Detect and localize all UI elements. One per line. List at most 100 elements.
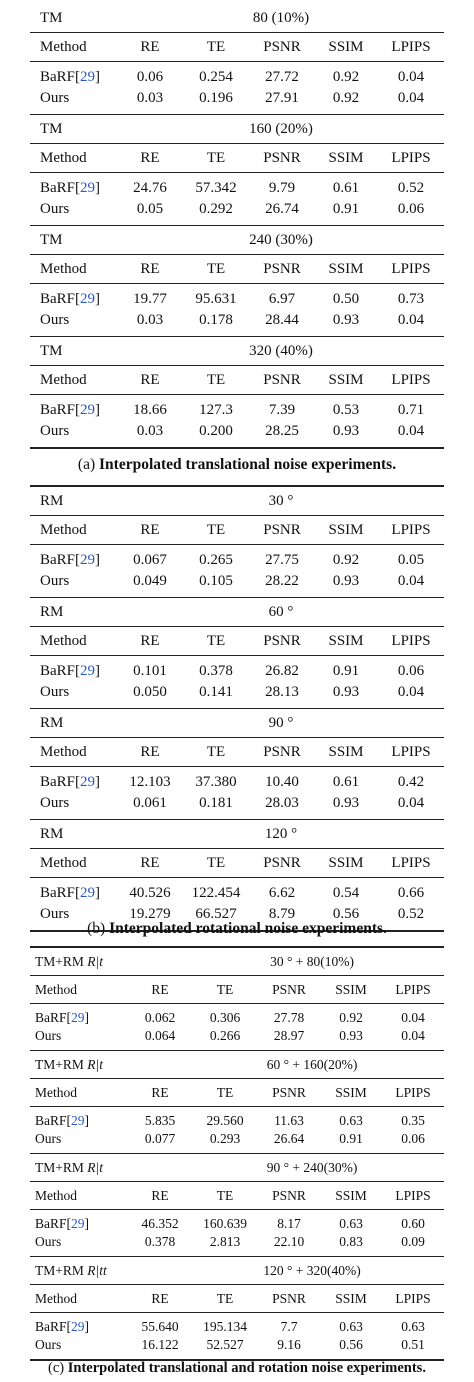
group-value: 320 (40%) bbox=[249, 342, 313, 359]
cell: 9.16 bbox=[277, 1337, 301, 1352]
cell: 57.342 bbox=[195, 180, 237, 196]
cell: 6.62 bbox=[268, 885, 296, 901]
col-header: LPIPS bbox=[391, 743, 431, 760]
group-header: TM 160 (20%) bbox=[30, 115, 444, 143]
group-value: 120 ° bbox=[264, 825, 298, 842]
cell: 28.44 bbox=[265, 312, 299, 328]
citation-link[interactable]: 29 bbox=[71, 1113, 85, 1128]
cell: 26.82 bbox=[265, 663, 299, 679]
col-header: Method bbox=[35, 981, 77, 997]
col-header: RE bbox=[151, 1290, 169, 1306]
cell: 0.92 bbox=[339, 1010, 363, 1025]
table-combined: TM+RM R|t 30 ° + 80(10%) Method RE TE PSNR SS… bbox=[30, 946, 444, 1361]
cell: 5.835 bbox=[144, 1113, 176, 1128]
col-header: LPIPS bbox=[391, 149, 431, 166]
col-header: SSIM bbox=[328, 38, 364, 55]
group-label: TM bbox=[40, 9, 63, 26]
cell: 0.293 bbox=[209, 1131, 241, 1146]
citation-link[interactable]: 29 bbox=[80, 663, 96, 679]
citation-link[interactable]: 29 bbox=[71, 1010, 85, 1025]
column-header-row: Method RE TE PSNR SSIM LPIPS bbox=[30, 1182, 444, 1209]
method-cell: BaRF[29] bbox=[35, 1113, 90, 1128]
col-header: SSIM bbox=[328, 371, 364, 388]
cell: 127.3 bbox=[199, 402, 233, 418]
col-header: RE bbox=[140, 743, 160, 760]
group-header: RM 90 ° bbox=[30, 709, 444, 737]
group-label: RM bbox=[40, 825, 64, 842]
method-cell: Ours bbox=[40, 201, 70, 217]
citation-link[interactable]: 29 bbox=[80, 180, 96, 196]
table-row: BaRF[29] 40.526 122.454 6.62 0.54 0.66 bbox=[30, 883, 444, 904]
group-header: TM+RM R|t 60 ° + 160(20%) bbox=[30, 1051, 444, 1078]
method-cell: Ours bbox=[40, 906, 70, 922]
cell: 0.06 bbox=[401, 1131, 425, 1146]
method-cell: BaRF[29] bbox=[35, 1216, 90, 1231]
column-header-row: Method RE TE PSNR SSIM LPIPS bbox=[30, 366, 444, 394]
col-header: TE bbox=[206, 521, 226, 538]
cell: 0.101 bbox=[133, 663, 167, 679]
col-header: Method bbox=[40, 149, 87, 166]
table-row: BaRF[29] 0.067 0.265 27.75 0.92 0.05 bbox=[30, 550, 444, 571]
col-header: LPIPS bbox=[395, 1084, 431, 1100]
col-header: PSNR bbox=[263, 743, 301, 760]
cell: 0.292 bbox=[199, 201, 233, 217]
group-header: TM 80 (10%) bbox=[30, 4, 444, 32]
citation-link[interactable]: 29 bbox=[80, 69, 96, 85]
table-translational: TM 80 (10%) Method RE TE PSNR SSIM LPIPS BaRF[… bbox=[30, 4, 444, 449]
group-header: TM+RM R|t 90 ° + 240(30%) bbox=[30, 1154, 444, 1181]
cell: 0.03 bbox=[136, 90, 164, 106]
cell: 0.71 bbox=[397, 402, 425, 418]
cell: 0.04 bbox=[397, 312, 425, 328]
cell: 0.196 bbox=[199, 90, 233, 106]
caption-b: (b) Interpolated rotational noise experi… bbox=[87, 920, 387, 937]
cell: 37.380 bbox=[195, 774, 237, 790]
col-header: RE bbox=[140, 260, 160, 277]
col-header: Method bbox=[35, 1290, 77, 1306]
table-row: Ours 0.378 2.813 22.10 0.83 0.09 bbox=[30, 1233, 444, 1251]
col-header: PSNR bbox=[263, 371, 301, 388]
cell: 0.05 bbox=[136, 201, 164, 217]
col-header: Method bbox=[40, 632, 87, 649]
cell: 0.09 bbox=[401, 1234, 425, 1249]
table-row: BaRF[29] 55.640 195.134 7.7 0.63 0.63 bbox=[30, 1318, 444, 1336]
cell: 24.76 bbox=[133, 180, 167, 196]
citation-link[interactable]: 29 bbox=[71, 1216, 85, 1231]
cell: 0.04 bbox=[397, 90, 425, 106]
group-label: TM bbox=[40, 231, 63, 248]
citation-link[interactable]: 29 bbox=[71, 1319, 85, 1334]
citation-link[interactable]: 29 bbox=[80, 885, 96, 901]
group-label: TM+RM R|t bbox=[35, 953, 103, 969]
cell: 12.103 bbox=[129, 774, 171, 790]
citation-link[interactable]: 29 bbox=[80, 774, 96, 790]
citation-link[interactable]: 29 bbox=[80, 402, 96, 418]
cell: 6.97 bbox=[268, 291, 296, 307]
method-cell: BaRF[29] bbox=[40, 69, 101, 85]
method-cell: BaRF[29] bbox=[35, 1010, 90, 1025]
cell: 0.66 bbox=[397, 885, 425, 901]
group-value: 120 ° + 320(40%) bbox=[263, 1262, 361, 1278]
cell: 0.92 bbox=[332, 90, 360, 106]
column-header-row: Method RE TE PSNR SSIM LPIPS bbox=[30, 627, 444, 655]
cell: 0.53 bbox=[332, 402, 360, 418]
cell: 0.077 bbox=[144, 1131, 176, 1146]
group-value: 160 (20%) bbox=[249, 120, 313, 137]
table-row: BaRF[29] 0.062 0.306 27.78 0.92 0.04 bbox=[30, 1009, 444, 1027]
cell: 19.77 bbox=[133, 291, 167, 307]
group-label: TM bbox=[40, 120, 63, 137]
col-header: SSIM bbox=[335, 1187, 367, 1203]
col-header: RE bbox=[140, 149, 160, 166]
cell: 0.93 bbox=[332, 795, 360, 811]
cell: 122.454 bbox=[191, 885, 241, 901]
col-header: TE bbox=[206, 371, 226, 388]
col-header: Method bbox=[40, 38, 87, 55]
cell: 0.181 bbox=[199, 795, 233, 811]
cell: 0.92 bbox=[332, 69, 360, 85]
method-cell: Ours bbox=[40, 795, 70, 811]
table-row: BaRF[29] 46.352 160.639 8.17 0.63 0.60 bbox=[30, 1215, 444, 1233]
group-value: 90 ° bbox=[268, 714, 294, 731]
citation-link[interactable]: 29 bbox=[80, 291, 96, 307]
cell: 0.265 bbox=[199, 552, 233, 568]
citation-link[interactable]: 29 bbox=[80, 552, 96, 568]
group-header: RM 120 ° bbox=[30, 820, 444, 848]
cell: 0.54 bbox=[332, 885, 360, 901]
